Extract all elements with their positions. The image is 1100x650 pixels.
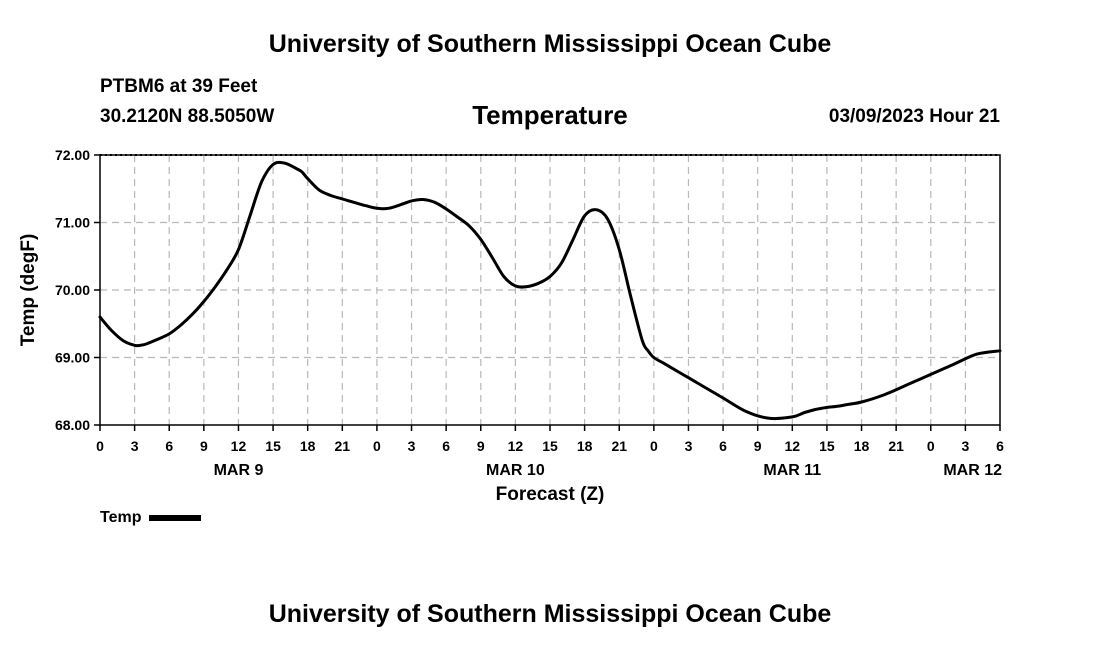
x-tick-label: 6 [996,438,1004,454]
x-tick-label: 12 [785,438,801,454]
coordinates-label: 30.2120N 88.5050W [100,106,275,127]
x-tick-label: 0 [650,438,658,454]
x-tick-label: 18 [300,438,316,454]
x-tick-label: 9 [754,438,762,454]
x-tick-label: 6 [442,438,450,454]
x-tick-label: 21 [888,438,904,454]
axis-labels: 0 3 6 9 12 15 18 21 0 3 6 9 12 15 18 21 0 3 6 9 12 15 18 21 0 3 6 6… [55,147,1004,479]
x-tick-label: 15 [819,438,835,454]
x-axis-title: Forecast (Z) [496,484,605,505]
x-tick-label: 3 [685,438,693,454]
legend-line-swatch [149,515,202,521]
axis-ticks [94,154,1001,431]
x-tick-label: 18 [577,438,593,454]
x-tick-label: 3 [131,438,139,454]
x-tick-label: 15 [542,438,558,454]
y-tick-label: 69.00 [55,350,90,366]
temp-series-line [98,160,1002,421]
legend-label: Temp [100,509,142,526]
x-tick-label: 21 [335,438,351,454]
date-label: MAR 11 [763,462,821,479]
chart-title-bottom: University of Southern Mississippi Ocean… [268,600,832,628]
variable-title: Temperature [0,100,1100,131]
legend: Temp [100,509,202,527]
x-tick-label: 9 [477,438,485,454]
y-tick-label: 70.00 [55,282,90,298]
x-tick-label: 18 [854,438,870,454]
y-axis-title: Temp (degF) [18,234,39,347]
date-label: MAR 10 [486,462,545,479]
y-tick-label: 71.00 [55,215,90,231]
x-tick-label: 6 [165,438,173,454]
y-tick-label: 68.00 [55,417,90,433]
x-tick-label: 21 [611,438,627,454]
y-tick-label: 72.00 [55,147,90,163]
x-tick-label: 12 [231,438,247,454]
date-label: MAR 12 [943,462,1002,479]
x-tick-label: 9 [200,438,208,454]
x-tick-label: 0 [96,438,104,454]
forecast-datetime: 03/09/2023 Hour 21 [828,106,1000,127]
chart-title-top: University of Southern Mississippi Ocean… [268,30,832,58]
x-tick-label: 0 [373,438,381,454]
x-tick-label: 3 [961,438,969,454]
temperature-chart: 0 3 6 9 12 15 18 21 0 3 6 9 12 15 18 21 0 3 6 9 12 15 18 21 0 3 6 6… [18,147,1004,505]
x-tick-label: 15 [265,438,281,454]
variable-title-text: Temperature [472,100,628,130]
grid-lines [100,155,1000,425]
date-label: MAR 9 [214,462,264,479]
x-tick-label: 0 [927,438,935,454]
x-tick-label: 3 [408,438,416,454]
x-tick-label: 12 [508,438,524,454]
station-label: PTBM6 at 39 Feet [100,76,258,97]
x-tick-label: 6 [719,438,727,454]
